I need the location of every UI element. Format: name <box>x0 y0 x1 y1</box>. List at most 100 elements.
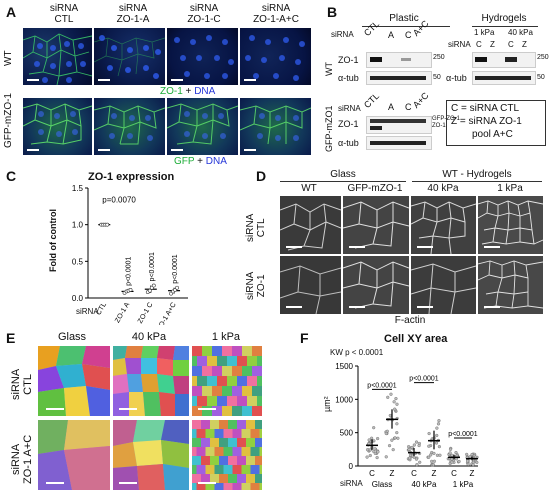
segmented-cell <box>219 438 228 447</box>
data-point <box>437 419 441 423</box>
segmented-cell <box>227 396 237 406</box>
p-value: p<0.0001 <box>126 256 133 285</box>
divider <box>472 26 538 27</box>
blot-atub-wt <box>366 71 432 85</box>
legend-zo1-dna: ZO-1 + DNA <box>160 86 216 97</box>
scale-bar <box>198 408 216 410</box>
hyd-lane-z1: Z <box>490 40 495 49</box>
gfp-lane-c: C <box>405 102 412 112</box>
segmented-cell <box>252 346 262 356</box>
col-header-zo1a: siRNA ZO-1-A <box>116 3 150 25</box>
e-seg-ctl-1kpa <box>192 346 262 416</box>
key-box <box>446 100 546 146</box>
x-tick-label: ZO-1 C <box>137 302 155 325</box>
segmented-cell <box>232 346 242 356</box>
segmented-cell <box>228 420 237 429</box>
chart-f-title: Cell XY area <box>384 333 448 345</box>
data-point <box>394 397 398 401</box>
scale-bar <box>46 408 64 410</box>
siRNA-label-hyd: siRNA <box>448 40 471 49</box>
segmented-cell <box>192 406 202 416</box>
p-value: p<0.0001 <box>409 376 438 383</box>
segmented-cell <box>242 386 252 396</box>
chart-f-xlabel: siRNA <box>340 479 363 488</box>
col-header-ctl: siRNA CTL <box>49 3 79 25</box>
micrograph-wt-zo1a <box>94 28 165 85</box>
hyd-lane-z2: Z <box>522 40 527 49</box>
segmented-cell <box>232 483 242 490</box>
data-point <box>410 445 414 450</box>
segmented-cell <box>196 429 206 438</box>
zo1-label-gfp: ZO-1 <box>338 119 359 129</box>
segmented-cell <box>228 456 237 465</box>
data-point <box>448 451 452 455</box>
segmented-cell <box>242 366 252 376</box>
p-value: p<0.0001 <box>448 431 477 438</box>
micrograph-gfp-zo1a <box>94 98 165 155</box>
blot-zo1-wt <box>366 52 432 68</box>
segmented-cell <box>202 406 212 416</box>
segmented-cell <box>252 386 262 396</box>
segmented-cell <box>212 406 222 416</box>
micrograph-gfp-zo1ac <box>240 98 311 155</box>
segmented-cell <box>192 465 197 474</box>
y-tick-label: 1.5 <box>72 184 84 193</box>
scale-bar <box>171 149 183 151</box>
segmented-cell <box>192 474 201 483</box>
scale-bar <box>244 79 256 81</box>
siRNA-label-gfp: siRNA <box>338 104 361 113</box>
atub-label-gfp: α-tub <box>338 138 359 148</box>
scale-bar <box>198 482 216 484</box>
segmented-cell <box>210 474 219 483</box>
segmented-cell <box>250 429 260 438</box>
d-col-1kpa: 1 kPa <box>497 183 523 194</box>
atub-label-hyd: α-tub <box>446 73 467 83</box>
data-point <box>368 448 372 452</box>
segmented-cell <box>212 386 222 396</box>
segmented-cell <box>214 465 224 474</box>
data-point <box>412 443 416 447</box>
data-point <box>390 438 394 442</box>
panel-label-f: F <box>300 330 309 346</box>
x-tick-label: C <box>369 469 375 478</box>
segmented-cell <box>212 366 222 376</box>
data-point <box>436 422 441 426</box>
lane-c: C <box>405 30 412 40</box>
data-point <box>376 436 380 441</box>
data-point <box>396 436 400 440</box>
e-seg-ctl-glass <box>38 346 110 416</box>
data-point <box>408 456 412 460</box>
segmented-cell <box>219 420 228 429</box>
data-point <box>365 455 369 459</box>
d-img-zo1-wt <box>279 256 342 315</box>
segmented-cell <box>232 406 242 416</box>
segmented-cell <box>237 356 247 366</box>
data-point <box>435 426 439 430</box>
segmented-cell <box>196 483 206 490</box>
segmented-cell <box>210 456 219 465</box>
zo1b-label: ZO-1 <box>432 123 446 129</box>
segmented-cell <box>210 420 219 429</box>
marker-50: 50 <box>433 74 441 81</box>
data-point <box>372 426 376 430</box>
segmented-cell <box>241 465 251 474</box>
segmented-cell <box>201 456 210 465</box>
scale-bar <box>119 408 137 410</box>
zo1-label: ZO-1 <box>338 55 359 65</box>
d-col-wt: WT <box>301 183 317 194</box>
segmented-cell <box>205 465 215 474</box>
segmented-cell <box>217 376 227 386</box>
segmented-cell <box>207 396 217 406</box>
x-tick-label: ZO-1 A <box>114 301 131 324</box>
blot-hyd-zo1 <box>472 52 536 68</box>
data-point <box>417 443 421 448</box>
segmented-cell <box>241 429 251 438</box>
data-point <box>376 450 380 454</box>
data-point <box>432 451 436 455</box>
panel-label-a: A <box>6 4 17 20</box>
data-point <box>393 407 397 411</box>
data-point <box>450 460 454 464</box>
segmented-cell <box>205 483 215 490</box>
segmented-cell <box>192 376 197 386</box>
scale-bar <box>98 149 110 151</box>
